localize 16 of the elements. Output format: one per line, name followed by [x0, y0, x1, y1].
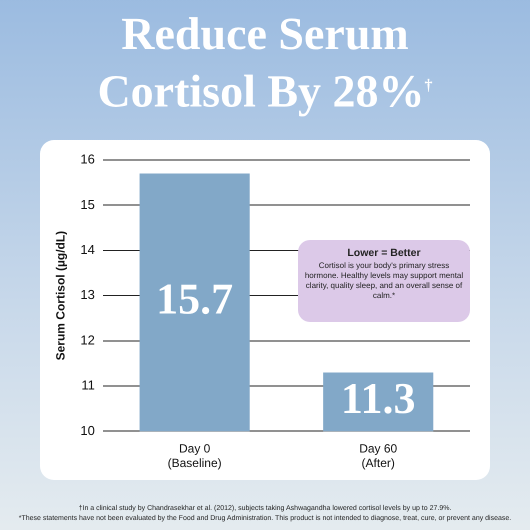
y-tick-label: 10	[80, 422, 95, 438]
callout-box: Lower = Better Cortisol is your body's primary stress hormone. Healthy levels may support mental clarity, quality sleep, and an overall sense of calm.*	[298, 240, 470, 322]
y-tick-label: 11	[81, 378, 95, 393]
chart-title: Reduce Serum Cortisol By 28%$^{†}$	[96, 8, 434, 118]
y-tick-label: 12	[80, 332, 95, 348]
y-tick-label: 13	[80, 287, 95, 302]
annotation: Cortisol is your body's primary stress hormone. Healthy levels may support mental clarity, quality sleep, and an overall sense of calm.*	[304, 261, 464, 301]
annotation: Lower = Better	[346, 247, 422, 259]
x-tick-label: Day 60 (After)	[359, 442, 398, 470]
y-tick-label: 16	[80, 152, 95, 167]
y-tick-label: 14	[80, 242, 95, 257]
y-axis-title: Serum Cortisol (µg/dL)	[54, 230, 68, 360]
data-label: 11.3	[340, 374, 416, 424]
x-tick-label: Day 0 (Baseline)	[168, 442, 222, 470]
y-tick-label: 15	[80, 196, 95, 212]
data-label: 15.7	[156, 274, 234, 324]
